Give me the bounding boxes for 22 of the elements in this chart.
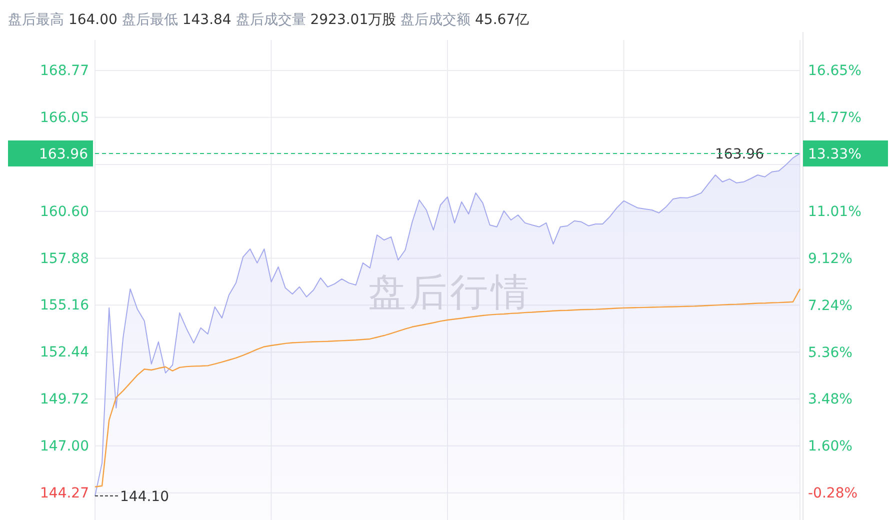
y-tick-label: 166.05 <box>40 110 89 126</box>
y-tick-label: 157.88 <box>40 250 89 267</box>
y-tick-label: 168.77 <box>40 62 89 79</box>
y2-tick-label: 1.60% <box>808 438 852 455</box>
y2-tick-label: 16.65% <box>808 63 862 80</box>
y2-tick-label: -0.28% <box>808 486 858 502</box>
y2-tick-label: 5.36% <box>808 344 852 361</box>
y2-tick-label: 9.12% <box>808 251 852 268</box>
y-tick-label: 147.00 <box>40 438 89 454</box>
y-tick-label: 152.44 <box>40 344 90 361</box>
y2-tick-label: 3.48% <box>808 392 852 408</box>
chart-title: 盘后最高 164.00 盘后最低 143.84 盘后成交量 2923.01万股 盘后成交额 45.67亿 <box>8 12 530 28</box>
y-tick-label: 144.27 <box>40 485 89 502</box>
y-tick-label: 155.16 <box>40 298 90 314</box>
ref-line-label: 163.96 <box>39 146 88 162</box>
y-tick-label: 149.72 <box>40 391 89 408</box>
y2-tick-label: 7.24% <box>808 298 852 314</box>
text: 13.33% <box>808 146 862 162</box>
annotation: 144.10 <box>120 488 169 505</box>
y2-tick-label: 11.01% <box>808 204 862 220</box>
y2-tick-label: 14.77% <box>808 110 862 126</box>
y-tick-label: 160.60 <box>40 204 89 220</box>
